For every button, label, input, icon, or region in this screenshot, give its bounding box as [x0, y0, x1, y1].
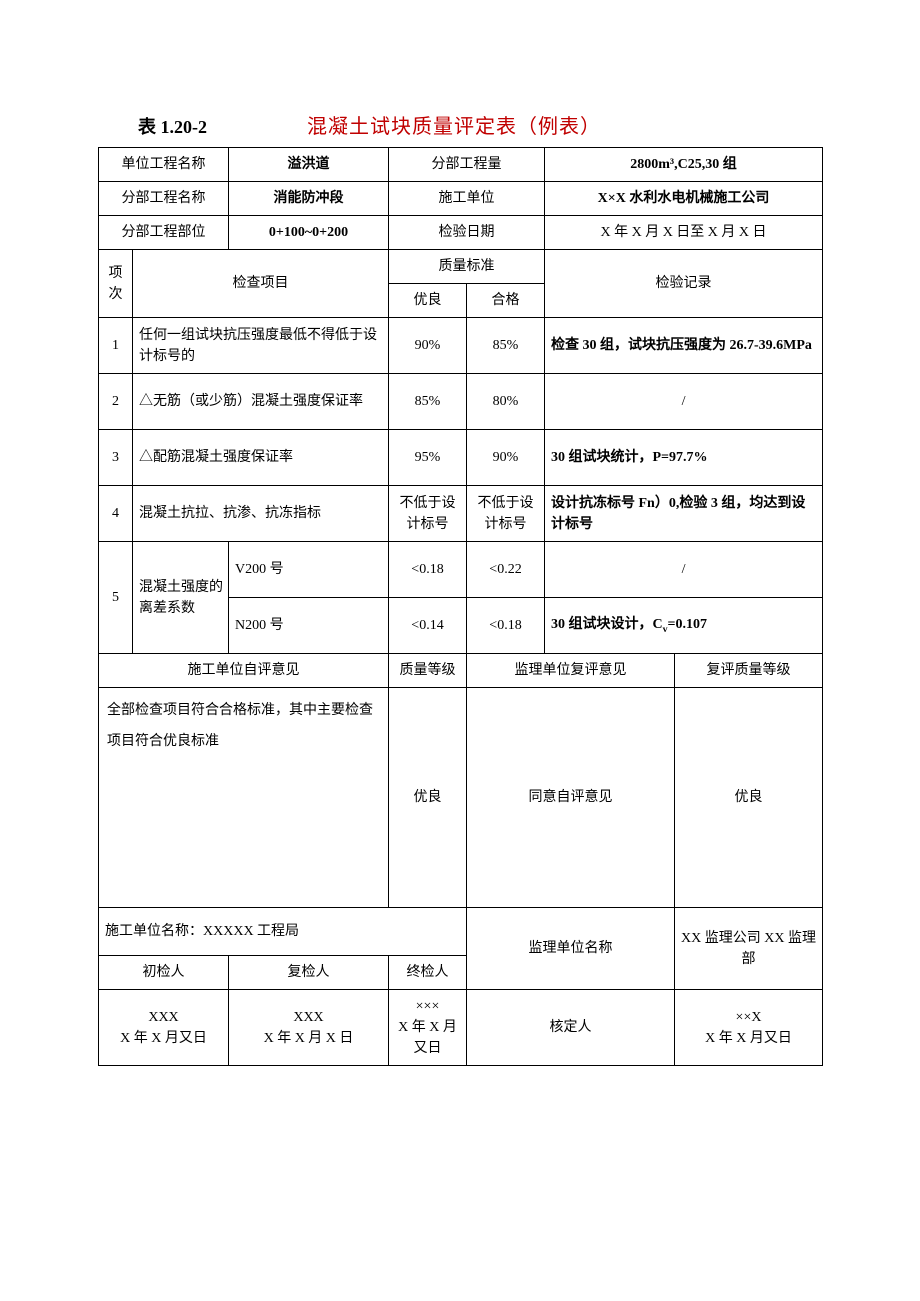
row5-sub1-ex: <0.18: [389, 542, 467, 598]
row5-sub1-rec: /: [545, 542, 823, 598]
final-check-label: 终检人: [389, 956, 467, 990]
row-pass: 80%: [467, 374, 545, 430]
grade-value: 优良: [389, 688, 467, 908]
super-name-label: 监理单位名称: [467, 908, 675, 990]
row-item: 混凝土抗拉、抗渗、抗冻指标: [133, 486, 389, 542]
row-item: △无筋（或少筋）混凝土强度保证率: [133, 374, 389, 430]
row-seq: 2: [99, 374, 133, 430]
row-excellent: 不低于设计标号: [389, 486, 467, 542]
col-pass: 合格: [467, 284, 545, 318]
row5-sub2-pa: <0.18: [467, 598, 545, 654]
row5-sub2-label: N200 号: [229, 598, 389, 654]
row-record: /: [545, 374, 823, 430]
col-seq: 项次: [99, 250, 133, 318]
row-pass: 不低于设计标号: [467, 486, 545, 542]
super-name-value: XX 监理公司 XX 监理部: [675, 908, 823, 990]
super-opinion-label: 监理单位复评意见: [467, 654, 675, 688]
unit-proj-label: 单位工程名称: [99, 148, 229, 182]
sub-loc-value: 0+100~0+200: [229, 216, 389, 250]
grade-label: 质量等级: [389, 654, 467, 688]
col-item: 检查项目: [133, 250, 389, 318]
row5-sub1-pa: <0.22: [467, 542, 545, 598]
sub-name-value: 消能防冲段: [229, 182, 389, 216]
sub-loc-label: 分部工程部位: [99, 216, 229, 250]
constr-name: 施工单位名称：XXXXX 工程局: [99, 908, 467, 956]
re-check-sig: XXXX 年 X 月 X 日: [229, 990, 389, 1066]
final-check-sig: ×××X 年 X 月又日: [389, 990, 467, 1066]
regrade-value: 优良: [675, 688, 823, 908]
row-excellent: 90%: [389, 318, 467, 374]
re-check-label: 复检人: [229, 956, 389, 990]
insp-date-value: X 年 X 月 X 日至 X 月 X 日: [545, 216, 823, 250]
row-record: 30 组试块统计，P=97.7%: [545, 430, 823, 486]
verify-label: 核定人: [467, 990, 675, 1066]
self-opinion-text: 全部检查项目符合合格标准，其中主要检查项目符合优良标准: [99, 688, 389, 908]
title-row: 表 1.20-2 混凝土试块质量评定表（例表）: [98, 110, 822, 139]
sub-qty-label: 分部工程量: [389, 148, 545, 182]
constr-unit-value: X×X 水利水电机械施工公司: [545, 182, 823, 216]
row-pass: 90%: [467, 430, 545, 486]
row-excellent: 85%: [389, 374, 467, 430]
row-item: △配筋混凝土强度保证率: [133, 430, 389, 486]
row-record: 设计抗冻标号 Fn）0,检验 3 组，均达到设计标号: [545, 486, 823, 542]
self-opinion-label: 施工单位自评意见: [99, 654, 389, 688]
sub-qty-value: 2800m³,C25,30 组: [545, 148, 823, 182]
row-item: 任何一组试块抗压强度最低不得低于设计标号的: [133, 318, 389, 374]
table-number: 表 1.20-2: [138, 113, 207, 139]
init-check-sig: XXXX 年 X 月又日: [99, 990, 229, 1066]
regrade-label: 复评质量等级: [675, 654, 823, 688]
sub-name-label: 分部工程名称: [99, 182, 229, 216]
super-opinion-value: 同意自评意见: [467, 688, 675, 908]
init-check-label: 初检人: [99, 956, 229, 990]
row-seq: 4: [99, 486, 133, 542]
col-record: 检验记录: [545, 250, 823, 318]
col-std: 质量标准: [389, 250, 545, 284]
unit-proj-value: 溢洪道: [229, 148, 389, 182]
row-excellent: 95%: [389, 430, 467, 486]
row-seq: 3: [99, 430, 133, 486]
constr-unit-label: 施工单位: [389, 182, 545, 216]
verify-sig: ××XX 年 X 月又日: [675, 990, 823, 1066]
row5-sub2-ex: <0.14: [389, 598, 467, 654]
row-item: 混凝土强度的离差系数: [133, 542, 229, 654]
insp-date-label: 检验日期: [389, 216, 545, 250]
row-seq: 5: [99, 542, 133, 654]
row-pass: 85%: [467, 318, 545, 374]
row-seq: 1: [99, 318, 133, 374]
row5-sub2-rec: 30 组试块设计，Cv=0.107: [545, 598, 823, 654]
col-excellent: 优良: [389, 284, 467, 318]
table-title: 混凝土试块质量评定表（例表）: [307, 110, 601, 139]
row-record: 检查 30 组，试块抗压强度为 26.7-39.6MPa: [545, 318, 823, 374]
evaluation-table: 单位工程名称 溢洪道 分部工程量 2800m³,C25,30 组 分部工程名称 …: [98, 147, 823, 1066]
row5-sub1-label: V200 号: [229, 542, 389, 598]
